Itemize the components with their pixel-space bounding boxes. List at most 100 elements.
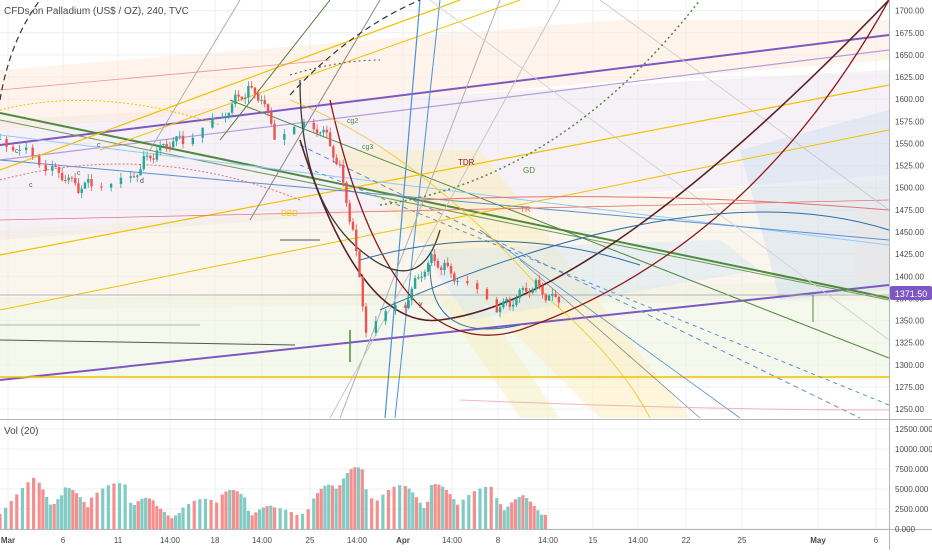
trend-line [0, 199, 890, 221]
volume-bar [381, 494, 385, 529]
time-tick-label: 18 [211, 536, 220, 545]
time-axis[interactable]: Mar 6 11 14:00 18 14:00 25 14:00 Apr 14:00 8 14:00 1… [1, 536, 879, 545]
candle-body [335, 157, 338, 165]
volume-bar [170, 518, 174, 529]
candle-body [521, 287, 525, 290]
volume-bar [295, 514, 299, 529]
candle-body [152, 158, 155, 160]
candle-body [485, 288, 489, 300]
volume-bar [159, 508, 163, 529]
volume-bar [437, 484, 441, 529]
time-tick-label: 6 [61, 536, 66, 545]
trend-line [0, 112, 890, 299]
volume-bar [203, 498, 208, 529]
annotation-cg2: cg2 [347, 118, 358, 125]
time-tick-label: 14:00 [628, 536, 649, 545]
price-tick-label: 1275.00 [895, 383, 924, 392]
volume-bar [123, 484, 127, 529]
volume-label[interactable]: Vol (20) [4, 426, 38, 437]
candle-body [90, 179, 93, 187]
volume-bar [441, 486, 445, 529]
candle-body [149, 155, 152, 159]
candle-body [495, 299, 498, 313]
candle-body [508, 298, 512, 307]
volume-bar [250, 515, 254, 529]
candle-body [544, 294, 548, 301]
time-tick-label: 14:00 [538, 536, 559, 545]
volume-bar [444, 489, 448, 529]
trend-line [599, 0, 890, 211]
price-tick-label: 1625.00 [895, 73, 924, 82]
curve [379, 0, 701, 206]
volume-bar [502, 510, 506, 529]
volume-bar [155, 506, 159, 529]
volume-bar [411, 492, 415, 529]
candle-body [145, 155, 149, 157]
volume-bar [78, 497, 82, 529]
candle-body [224, 117, 227, 119]
price-axis[interactable]: 1700.00 1675.00 1650.00 1625.00 1600.00 1575.… [895, 7, 924, 415]
candle-body [505, 298, 508, 302]
candle-body [139, 169, 142, 176]
candle-body [155, 150, 159, 160]
current-price-tag-text: 1371.50 [895, 289, 928, 299]
candle-body [456, 281, 459, 283]
candle-body [175, 136, 178, 142]
price-tick-label: 1550.00 [895, 139, 924, 148]
volume-bar [312, 498, 316, 529]
candle-body [338, 164, 342, 166]
time-tick-label: 25 [306, 536, 315, 545]
volume-bar [89, 497, 94, 529]
candle-body [557, 296, 561, 303]
candle-body [67, 177, 70, 181]
candle-body [319, 132, 322, 134]
candle-body [534, 279, 538, 289]
candle-body [302, 122, 306, 127]
volume-bar [101, 488, 105, 529]
candle-body [253, 87, 257, 94]
candle-body [394, 305, 397, 312]
candle-body [132, 176, 136, 178]
candle-body [358, 251, 361, 278]
volume-bar [261, 507, 265, 529]
volume-bar [15, 494, 19, 529]
volume-bar [74, 493, 79, 529]
price-tick-label: 1425.00 [895, 250, 924, 259]
volume-bar [349, 469, 353, 529]
volume-bar [209, 499, 213, 529]
candle-body [322, 129, 325, 133]
volume-bar [429, 485, 434, 529]
volume-axis[interactable]: 12500.000 10000.000 7500.000 5000.000 2500.0… [895, 425, 932, 534]
volume-bar [278, 508, 282, 529]
candle-body [80, 188, 83, 193]
symbol-title[interactable]: CFDs on Palladium (US$ / OZ), 240, TVC [4, 6, 189, 17]
candle-body [11, 146, 15, 151]
candle-body [348, 203, 351, 222]
candle-body [24, 147, 28, 151]
volume-bar [86, 507, 90, 529]
volume-bar [370, 498, 374, 529]
time-tick-label: 6 [874, 536, 879, 545]
candle-body [498, 307, 502, 313]
annotation-y: y [419, 301, 423, 308]
volume-bar [386, 489, 391, 529]
candle-body [273, 123, 276, 140]
curve [289, 0, 421, 96]
volume-bar [52, 503, 56, 529]
candle-body [312, 122, 315, 130]
time-tick-label: Apr [396, 536, 410, 545]
trend-line [0, 159, 890, 241]
candle-body [292, 126, 296, 135]
arc [299, 0, 890, 322]
candle-body [73, 178, 77, 184]
volume-tick-label: 10000.000 [895, 445, 932, 454]
volume-bar [426, 501, 430, 529]
candle-body [109, 183, 113, 188]
price-tick-label: 1500.00 [895, 184, 924, 193]
candle-body [172, 141, 175, 148]
candle-body [420, 276, 423, 278]
candle-body [332, 146, 335, 158]
volume-bar [228, 490, 232, 529]
price-tick-label: 1250.00 [895, 405, 924, 414]
